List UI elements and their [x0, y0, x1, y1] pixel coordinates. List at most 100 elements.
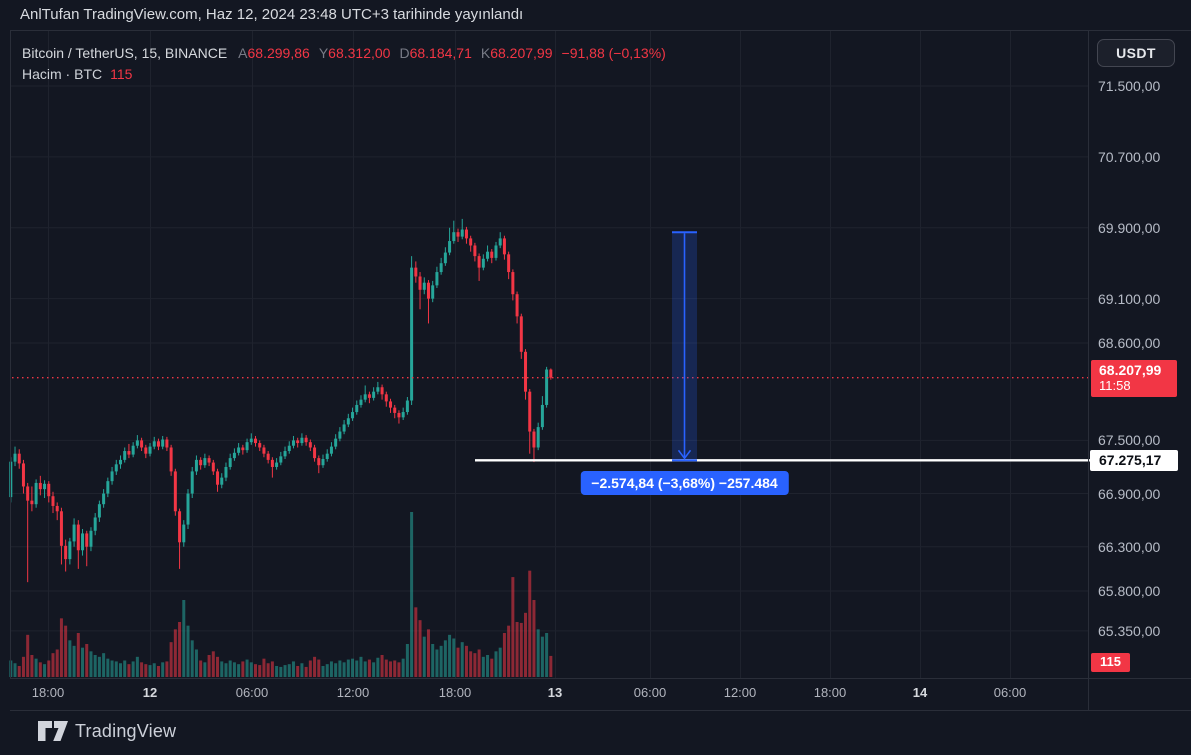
price-tick-label: 66.900,00 [1098, 485, 1161, 502]
volume-bar [481, 656, 485, 677]
volume-bar [414, 607, 418, 677]
candle-body [140, 440, 144, 448]
volume-bar [363, 661, 367, 677]
candle-body [401, 412, 405, 418]
volume-bar [351, 658, 355, 677]
candle-body [102, 493, 106, 505]
time-tick-label: 12 [142, 685, 158, 700]
volume-bar [173, 629, 177, 677]
volume-bar [30, 655, 34, 677]
volume-bar [237, 664, 241, 677]
candle-body [249, 438, 253, 443]
ohlc-field-label: Y [318, 45, 329, 61]
volume-bar [165, 661, 169, 677]
candle-body [452, 232, 456, 242]
legend-change: −91,88 (−0,13%) [561, 45, 666, 61]
volume-bar [367, 659, 371, 677]
volume-bar [359, 656, 363, 677]
volume-bar [389, 661, 393, 677]
candle-body [156, 441, 160, 447]
volume-bar [325, 664, 329, 677]
candle-body [270, 459, 274, 467]
candle-body [549, 369, 553, 378]
candle-body [363, 394, 367, 400]
candle-body [439, 263, 443, 273]
volume-bar [469, 651, 473, 677]
volume-bar [519, 622, 523, 677]
candle-body [13, 453, 17, 462]
volume-bar [452, 638, 456, 677]
candle-body [173, 471, 177, 512]
candle-body [199, 459, 203, 466]
volume-bar [178, 622, 182, 677]
volume-bar [97, 656, 101, 677]
chart-legend[interactable]: Bitcoin / TetherUS, 15, BINANCE A68.299,8… [22, 45, 666, 82]
volume-bar [140, 662, 144, 677]
candle-body [372, 391, 376, 398]
symbol-title[interactable]: Bitcoin / TetherUS, 15, BINANCE [22, 45, 228, 61]
candle-body [325, 453, 329, 460]
candle-body [76, 524, 80, 551]
candle-body [287, 445, 291, 452]
price-tick-label: 67.500,00 [1098, 432, 1161, 449]
volume-bar [393, 660, 397, 677]
candle-body [245, 442, 249, 451]
volume-bar [498, 647, 502, 677]
volume-bar [338, 660, 342, 677]
candle-body [97, 504, 101, 518]
time-tick-label: 18:00 [438, 685, 472, 700]
candle-body [283, 451, 287, 457]
price-tick-label: 66.300,00 [1098, 538, 1161, 555]
volume-bar [507, 625, 511, 677]
volume-bar [329, 661, 333, 677]
measure-tool-label[interactable]: −2.574,84 (−3,68%) −257.484 [580, 471, 789, 496]
candle-body [64, 545, 68, 560]
candle-body [72, 524, 76, 542]
price-tick-label: 69.100,00 [1098, 290, 1161, 307]
volume-bar [216, 656, 220, 677]
candle-body [17, 453, 21, 464]
volume-bar [131, 661, 135, 677]
volume-bar [279, 666, 283, 677]
volume-bar [182, 600, 186, 677]
hline-price-label: 67.275,17 [1090, 449, 1178, 471]
candle-body [389, 401, 393, 408]
candle-body [266, 453, 270, 460]
volume-bar [439, 645, 443, 677]
candle-body [448, 241, 452, 253]
volume-bar [545, 633, 549, 677]
volume-bar [308, 660, 312, 677]
volume-bar [384, 659, 388, 677]
volume-bar [169, 642, 173, 677]
candle-body [456, 232, 460, 237]
tradingview-logo-icon [38, 721, 68, 741]
candle-body [397, 412, 401, 418]
volume-study-title[interactable]: Hacim · BTC [22, 66, 103, 82]
time-tick-label: 13 [547, 685, 563, 700]
footer-brand[interactable]: TradingView [38, 721, 176, 742]
candle-body [540, 404, 544, 428]
volume-bar [532, 600, 536, 677]
volume-bar [477, 649, 481, 677]
volume-bar [460, 642, 464, 677]
candle-body [152, 441, 156, 447]
volume-bar [199, 660, 203, 677]
volume-bar [161, 662, 165, 677]
candle-body [211, 462, 215, 472]
candle-body [38, 482, 42, 490]
candle-body [68, 541, 72, 560]
publication-text: AnlTufan TradingView.com, Haz 12, 2024 2… [20, 6, 524, 23]
candle-body [532, 431, 536, 448]
candle-body [93, 517, 97, 531]
candle-body [511, 272, 515, 295]
volume-bar [224, 663, 228, 677]
volume-bar [540, 636, 544, 677]
candle-body [515, 294, 519, 317]
candle-body [300, 437, 304, 444]
currency-toggle-button[interactable]: USDT [1097, 39, 1175, 67]
candle-body [258, 443, 262, 448]
volume-bar [245, 659, 249, 677]
candle-body [422, 282, 426, 290]
candle-body [334, 438, 338, 447]
